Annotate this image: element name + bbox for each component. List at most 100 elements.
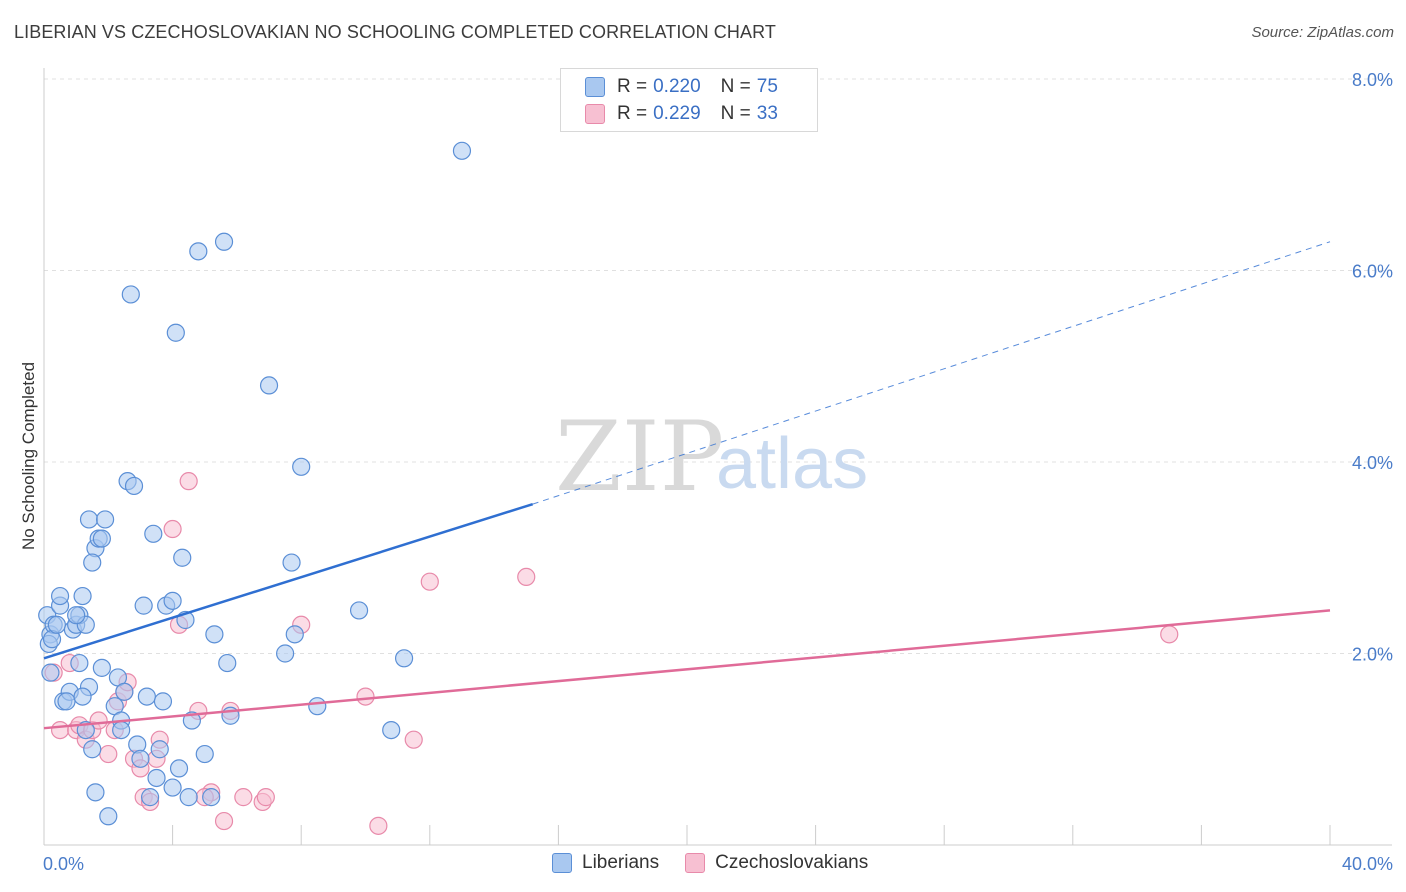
- czechoslovakians-point: [356, 687, 375, 706]
- czechoslovakians-point: [1160, 625, 1179, 644]
- bottom-legend-czechoslovakians[interactable]: Czechoslovakians: [685, 852, 868, 874]
- liberians-point: [292, 457, 311, 476]
- liberians-point: [169, 759, 189, 778]
- tick-labels: 2.0% 4.0% 6.0% 8.0% 0.0% 40.0%: [43, 70, 1393, 874]
- czechoslovakians-point: [420, 572, 439, 591]
- liberians-point: [153, 692, 173, 711]
- liberians-point: [179, 788, 198, 807]
- source-label: Source: ZipAtlas.com: [1251, 24, 1394, 41]
- liberians-point: [214, 232, 234, 251]
- liberians-point: [124, 476, 144, 496]
- czechoslovakians-point: [50, 720, 70, 740]
- liberians-point: [285, 625, 304, 644]
- liberians-point: [83, 740, 102, 759]
- liberians-point: [131, 749, 150, 768]
- liberians-point: [83, 553, 102, 572]
- watermark-atlas: atlas: [716, 424, 868, 504]
- liberians-point: [382, 720, 401, 740]
- liberians-point: [166, 323, 185, 342]
- liberians-point: [86, 783, 105, 802]
- liberians-point: [112, 720, 131, 740]
- liberians-point: [67, 606, 86, 625]
- liberians-trend-extension: [532, 241, 1331, 505]
- liberians-point: [57, 692, 76, 711]
- liberians-point: [121, 285, 140, 304]
- watermark-zip: ZIP: [555, 401, 724, 513]
- y-axis-label: No Schooling Completed: [19, 362, 38, 550]
- axes: [43, 68, 1392, 846]
- liberians-point: [259, 376, 279, 395]
- liberians-point: [276, 644, 295, 663]
- y-tick-label: 8.0%: [1352, 70, 1393, 90]
- bottom-legend-liberians[interactable]: Liberians: [552, 852, 659, 874]
- x-tick-label: 40.0%: [1342, 854, 1393, 874]
- legend-r-label: R =: [617, 76, 648, 97]
- liberians-point: [79, 510, 99, 529]
- legend-n-value: 75: [756, 76, 778, 97]
- legend-r-value: 0.220: [653, 76, 701, 97]
- liberians-point: [144, 524, 163, 543]
- czechoslovakians-trend-line: [43, 609, 1331, 730]
- liberians-point: [452, 141, 472, 160]
- czechoslovakians-point: [163, 519, 182, 539]
- liberians-point: [173, 548, 192, 567]
- liberians-points: [38, 141, 472, 826]
- czechoslovakians-point: [404, 730, 423, 749]
- czechoslovakians-point: [517, 567, 536, 587]
- liberians-point: [163, 778, 182, 797]
- liberians-point: [70, 653, 89, 673]
- liberians-point: [140, 788, 160, 807]
- grid: [44, 78, 1392, 654]
- liberians-point: [150, 740, 169, 759]
- legend-row-liberians: R = 0.220 N = 75: [585, 75, 778, 99]
- bottom-legend-swatch-liberians: [552, 853, 572, 873]
- bottom-legend-swatch-czechoslovakians: [685, 853, 706, 873]
- liberians-point: [73, 586, 92, 606]
- liberians-point: [189, 242, 208, 261]
- liberians-point: [195, 744, 214, 764]
- y-tick-label: 6.0%: [1352, 262, 1393, 282]
- liberians-point: [115, 682, 134, 701]
- legend-n-label: N =: [720, 76, 751, 97]
- liberians-point: [99, 807, 118, 826]
- liberians-point: [50, 586, 70, 606]
- legend-n-value: 33: [756, 103, 778, 124]
- liberians-trend-line: [43, 502, 534, 660]
- x-tick-label: 0.0%: [43, 854, 84, 874]
- legend-r-value: 0.229: [653, 103, 701, 124]
- liberians-point: [134, 596, 153, 615]
- liberians-point: [47, 615, 66, 634]
- chart-title: LIBERIAN VS CZECHOSLOVAKIAN NO SCHOOLING…: [14, 22, 776, 42]
- liberians-point: [308, 697, 327, 716]
- liberians-point: [147, 768, 166, 788]
- czechoslovakians-point: [214, 811, 234, 831]
- liberians-point: [92, 658, 111, 677]
- bottom-legend-label-czechoslovakians: Czechoslovakians: [715, 852, 869, 873]
- liberians-point: [349, 601, 369, 620]
- liberians-point: [282, 553, 301, 572]
- liberians-point: [41, 663, 60, 682]
- legend: R = 0.220 N = 75 R = 0.229 N = 33: [560, 68, 818, 132]
- czechoslovakians-point: [234, 788, 253, 807]
- legend-r-label: R =: [617, 103, 648, 124]
- legend-swatch-liberians: [585, 77, 605, 97]
- y-tick-label: 4.0%: [1352, 453, 1393, 473]
- czechoslovakians-point: [179, 472, 198, 491]
- liberians-point: [163, 591, 182, 610]
- liberians-point: [202, 788, 221, 807]
- bottom-legend: Liberians Czechoslovakians: [552, 852, 894, 874]
- legend-n-label: N =: [720, 103, 751, 124]
- liberians-point: [205, 625, 224, 644]
- liberians-point: [92, 529, 111, 548]
- czechoslovakians-point: [256, 788, 275, 807]
- liberians-point: [95, 510, 115, 529]
- czechoslovakians-point: [99, 744, 118, 764]
- liberians-point: [73, 687, 92, 706]
- trend-lines: [43, 241, 1331, 730]
- liberians-point: [394, 649, 414, 668]
- bottom-legend-label-liberians: Liberians: [582, 852, 660, 873]
- liberians-point: [137, 687, 156, 706]
- y-tick-label: 2.0%: [1352, 645, 1393, 665]
- liberians-point: [218, 653, 237, 673]
